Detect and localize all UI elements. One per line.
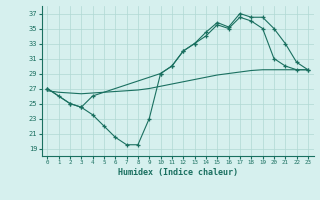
X-axis label: Humidex (Indice chaleur): Humidex (Indice chaleur) <box>118 168 237 177</box>
